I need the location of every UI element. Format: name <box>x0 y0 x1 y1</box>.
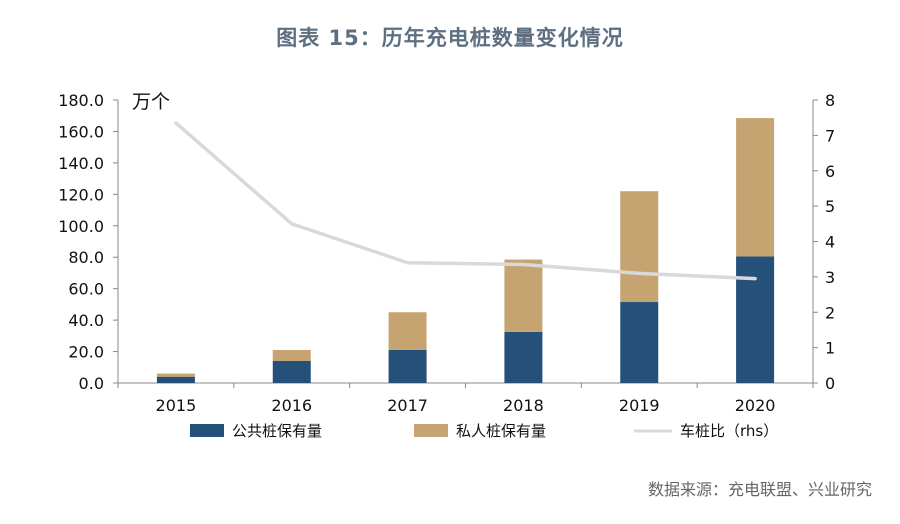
left-axis-tick-label: 0.0 <box>79 374 104 393</box>
left-axis-tick-label: 180.0 <box>58 91 104 110</box>
bar-private-charger <box>388 312 427 350</box>
bar-public-charger <box>736 256 775 383</box>
bar-private-charger <box>620 191 659 303</box>
left-axis-tick-label: 140.0 <box>58 154 104 173</box>
left-axis-tick-label: 160.0 <box>58 122 104 141</box>
right-axis-tick-label: 0 <box>825 374 835 393</box>
bar-private-charger <box>272 349 311 361</box>
ratio-point <box>754 278 756 280</box>
bar-public-charger <box>620 302 659 383</box>
legend-private-swatch <box>414 424 448 437</box>
right-axis-tick-label: 7 <box>825 126 835 145</box>
right-axis-tick-label: 1 <box>825 339 835 358</box>
left-axis-tick-label: 20.0 <box>68 343 104 362</box>
right-axis-tick-label: 4 <box>825 233 835 252</box>
x-axis-tick-label: 2017 <box>387 396 428 415</box>
right-axis-tick-label: 6 <box>825 162 835 181</box>
ratio-point <box>175 122 177 124</box>
ratio-line <box>174 121 757 281</box>
page-title: 图表 15：历年充电桩数量变化情况 <box>276 26 624 50</box>
right-axis-tick-label: 2 <box>825 303 835 322</box>
ratio-point <box>638 272 640 274</box>
legend-public-label: 公共桩保有量 <box>232 422 322 440</box>
x-axis-tick-label: 2018 <box>503 396 544 415</box>
x-axis-tick-label: 2015 <box>156 396 197 415</box>
left-axis-tick-label: 80.0 <box>68 248 104 267</box>
right-axis-tick-label: 3 <box>825 268 835 287</box>
right-axis-tick-label: 8 <box>825 91 835 110</box>
bar-public-charger <box>272 360 311 383</box>
left-axis-tick-label: 100.0 <box>58 217 104 236</box>
bar-public-charger <box>504 331 543 383</box>
bar-private-charger <box>736 118 775 257</box>
ratio-point <box>407 262 409 264</box>
legend-ratio-label: 车桩比（rhs） <box>680 422 778 440</box>
bar-private-charger <box>156 373 195 377</box>
bar-public-charger <box>156 376 195 383</box>
left-axis-tick-label: 60.0 <box>68 280 104 299</box>
bar-public-charger <box>388 349 427 383</box>
right-axis-tick-label: 5 <box>825 197 835 216</box>
ratio-point <box>522 263 524 265</box>
data-source: 数据来源：充电联盟、兴业研究 <box>647 480 872 499</box>
left-axis-tick-label: 120.0 <box>58 185 104 204</box>
left-axis-tick-label: 40.0 <box>68 311 104 330</box>
x-axis-tick-label: 2020 <box>735 396 776 415</box>
left-axis-unit: 万个 <box>132 91 170 113</box>
ratio-point <box>291 223 293 225</box>
legend-public-swatch <box>190 424 224 437</box>
x-axis-tick-label: 2016 <box>271 396 312 415</box>
x-axis-tick-label: 2019 <box>619 396 660 415</box>
legend-private-label: 私人桩保有量 <box>456 422 546 440</box>
bar-private-charger <box>504 259 543 332</box>
